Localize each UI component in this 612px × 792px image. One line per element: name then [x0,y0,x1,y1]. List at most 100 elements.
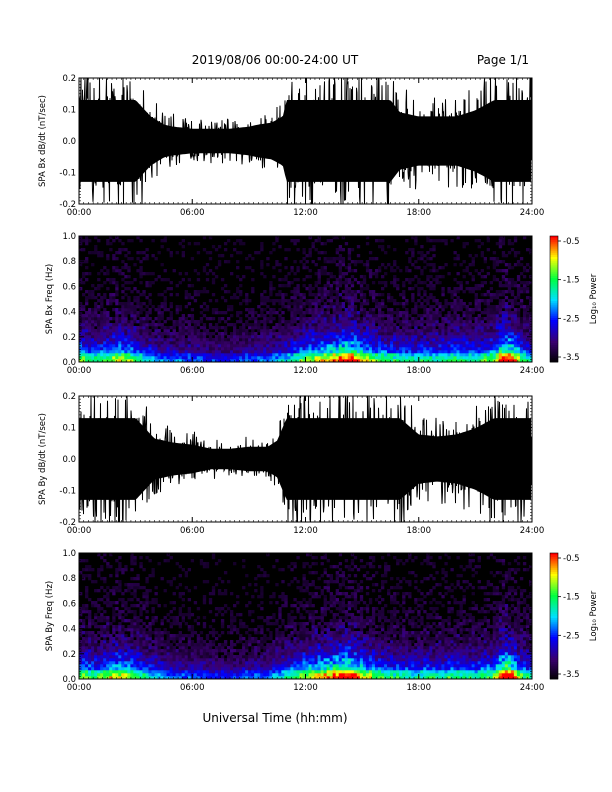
spectrogram-cell [85,257,89,261]
spectrogram-cell [528,275,533,279]
spectrogram-cell [347,323,352,327]
spectrogram-cell [145,257,149,261]
spectrogram-cell [208,655,213,659]
spectrogram-cell [281,356,285,360]
spectrogram-cell [405,356,409,360]
spectrogram-cell [245,257,249,261]
spectrogram-cell [196,640,201,644]
spectrogram-cell [226,317,231,321]
spectrogram-cell [468,341,472,345]
spectrogram-cell [148,359,152,363]
spectrogram-cell [314,272,318,276]
spectrogram-cell [251,278,255,282]
spectrogram-cell [492,332,497,336]
spectrogram-cell [97,338,101,342]
spectrogram-cell [453,308,457,312]
spectrogram-cell [94,245,98,249]
spectrogram-cell [230,344,234,348]
spectrogram-cell [178,631,182,635]
spectrogram-cell [320,353,324,357]
spectrogram-cell [284,353,288,357]
spectrogram-cell [97,664,101,668]
spectrogram-cell [205,359,210,363]
spectrogram-cell [411,287,415,291]
spectrogram-cell [157,658,161,662]
spectrogram-cell [172,577,176,581]
spectrogram-cell [211,589,216,593]
spectrogram-cell [82,248,86,252]
spectrogram-cell [115,293,119,297]
spectrogram-cell [365,236,370,240]
spectrogram-cell [302,320,306,324]
spectrogram-cell [498,329,503,333]
spectrogram-cell [184,293,189,297]
spectrogram-cell [236,344,240,348]
spectrogram-cell [447,323,451,327]
spectrogram-cell [115,341,119,345]
spectrogram-cell [525,347,530,351]
spectrogram-cell [474,350,478,354]
spectrogram-cell [390,347,394,351]
spectrogram-cell [148,631,152,635]
spectrogram-cell [308,326,312,330]
spectrogram-cell [341,332,346,336]
spectrogram-cell [305,320,309,324]
spectrogram-cell [169,601,173,605]
spectrogram-cell [384,332,388,336]
spectrogram-cell [94,341,98,345]
spectrogram-cell [444,347,448,351]
spectrogram-cell [329,350,333,354]
spectrogram-cell [142,257,146,261]
spectrogram-cell [356,290,361,294]
spectrogram-cell [248,266,252,270]
spectrogram-cell [169,314,173,318]
spectrogram-cell [94,305,98,309]
spectrogram-cell [374,359,379,363]
spectrogram-cell [504,323,509,327]
spectrogram-cell [368,272,373,276]
spectrogram-cell [492,305,497,309]
spectrogram-cell [435,320,439,324]
spectrogram-cell [184,317,189,321]
spectrogram-cell [124,619,128,623]
spectrogram-cell [513,332,518,336]
spectrogram-cell [263,335,267,339]
spectrogram-cell [148,284,152,288]
spectrogram-cell [381,299,385,303]
spectrogram-cell [118,568,122,572]
spectrogram-cell [217,592,222,596]
spectrogram-cell [384,305,388,309]
spectrogram-cell [166,619,170,623]
spectrogram-cell [79,613,83,617]
spectrogram-cell [230,356,234,360]
spectrogram-cell [525,317,530,321]
spectrogram-cell [214,329,219,333]
spectrogram-cell [205,356,210,360]
spectrogram-cell [220,664,225,668]
spectrogram-cell [79,649,83,653]
spectrogram-cell [290,311,294,315]
spectrogram-cell [172,320,176,324]
spectrogram-cell [163,649,167,653]
colorbar-segment [550,334,558,338]
spectrogram-cell [311,326,315,330]
spectrogram-cell [88,344,92,348]
spectrogram-cell [429,323,433,327]
spectrogram-cell [82,356,86,360]
spectrogram-cell [103,625,107,629]
spectrogram-cell [133,263,137,267]
spectrogram-cell [374,257,379,261]
spectrogram-cell [507,242,512,246]
spectrogram-cell [220,311,225,315]
spectrogram-cell [516,287,521,291]
spectrogram-cell [299,326,303,330]
spectrogram-cell [335,335,340,339]
spectrogram-cell [208,269,213,273]
spectrogram-cell [359,341,364,345]
spectrogram-cell [112,640,116,644]
spectrogram-cell [338,332,343,336]
spectrogram-cell [181,347,185,351]
spectrogram-cell [408,350,412,354]
spectrogram-cell [426,317,430,321]
spectrogram-cell [106,655,110,659]
